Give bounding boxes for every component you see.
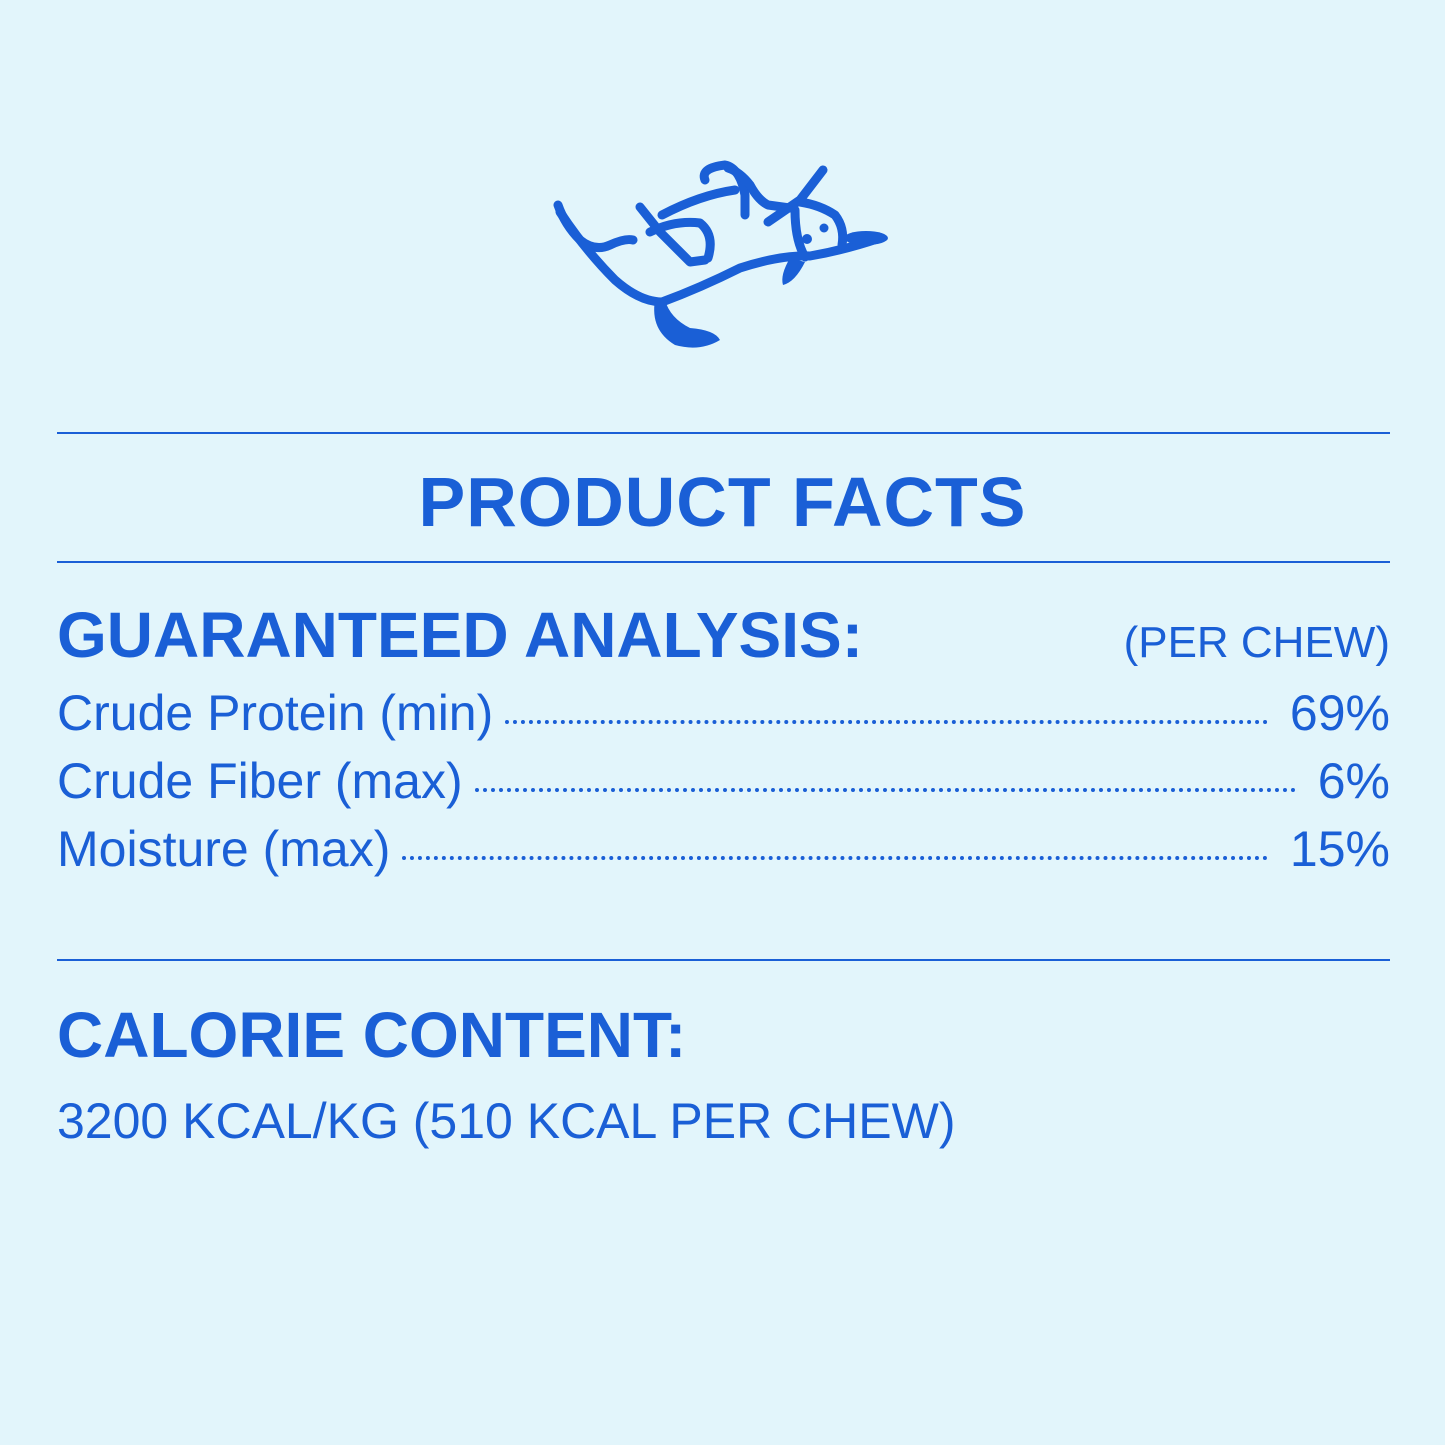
analysis-row: Crude Protein (min) 69% <box>57 684 1390 752</box>
analysis-row: Moisture (max) 15% <box>57 820 1390 888</box>
dot-leader <box>402 856 1268 860</box>
dog-illustration-icon <box>553 160 888 348</box>
dot-leader <box>474 788 1296 792</box>
row-label: Moisture (max) <box>57 821 391 877</box>
analysis-row: Crude Fiber (max) 6% <box>57 752 1390 820</box>
row-value: 15% <box>1289 821 1390 877</box>
row-value: 69% <box>1289 685 1390 741</box>
per-chew-unit: (PER CHEW) <box>1123 618 1390 667</box>
divider-title <box>57 561 1390 563</box>
row-label: Crude Protein (min) <box>57 685 494 741</box>
dot-leader <box>505 720 1268 724</box>
calorie-content-text: 3200 KCAL/KG (510 KCAL PER CHEW) <box>57 1093 956 1149</box>
analysis-table: Crude Protein (min) 69% Crude Fiber (max… <box>57 684 1390 888</box>
divider-top <box>57 432 1390 434</box>
calorie-content-heading: CALORIE CONTENT: <box>57 999 687 1071</box>
page-title: PRODUCT FACTS <box>418 463 1027 541</box>
guaranteed-analysis-header: GUARANTEED ANALYSIS: (PER CHEW) <box>57 598 1390 672</box>
row-value: 6% <box>1317 753 1390 809</box>
row-label: Crude Fiber (max) <box>57 753 463 809</box>
guaranteed-analysis-heading: GUARANTEED ANALYSIS: <box>57 599 863 671</box>
divider-calorie <box>57 959 1390 961</box>
